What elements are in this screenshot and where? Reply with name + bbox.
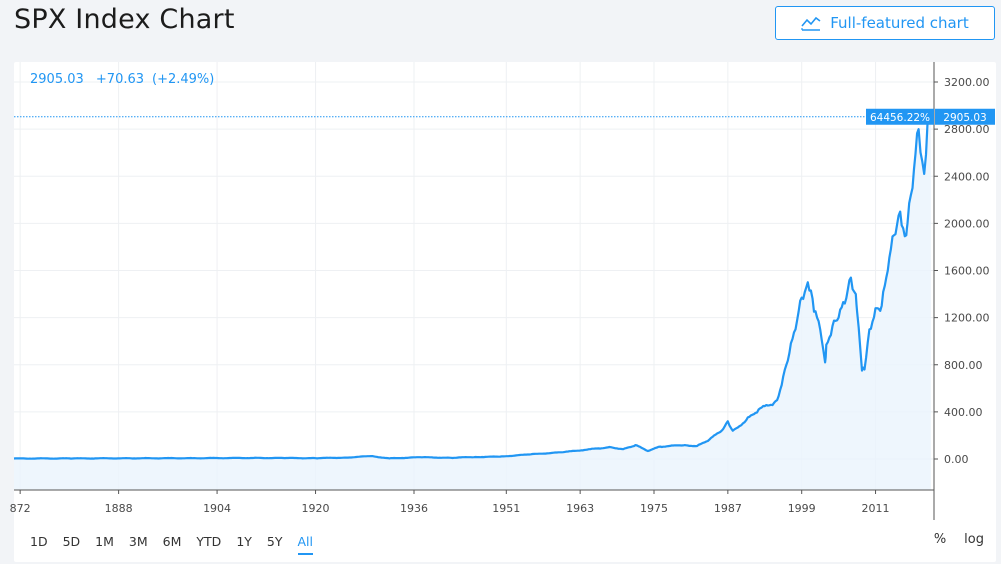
log-scale-toggle[interactable]: log (964, 532, 984, 547)
range-button-6m[interactable]: 6M (162, 533, 182, 549)
full-featured-chart-label: Full-featured chart (830, 14, 969, 32)
x-tick-label: 1963 (566, 502, 594, 515)
quote-price: 2905.03 (30, 72, 84, 87)
price-area (14, 113, 931, 491)
range-button-ytd[interactable]: YTD (196, 533, 222, 549)
x-tick-label: 1920 (302, 502, 330, 515)
y-tick-label: 0.00 (944, 453, 969, 466)
x-tick-label: 1999 (788, 502, 816, 515)
full-featured-chart-button[interactable]: Full-featured chart (775, 6, 995, 40)
last-price-box (935, 108, 995, 125)
y-tick-label: 2400.00 (944, 170, 990, 183)
range-button-1m[interactable]: 1M (95, 533, 114, 549)
last-price-label: 2905.03 (943, 112, 986, 124)
x-tick-label: 1951 (492, 502, 520, 515)
x-tick-label: 872 (10, 502, 31, 515)
price-line (13, 112, 932, 460)
range-button-5d[interactable]: 5D (62, 533, 81, 549)
x-tick-label: 1936 (400, 502, 428, 515)
x-tick-label: 2011 (862, 502, 890, 515)
y-tick-label: 1600.00 (944, 265, 990, 278)
y-tick-label: 1200.00 (944, 312, 990, 325)
range-toolbar: 1D 5D 1M 3M 6M YTD 1Y 5Y All % log (14, 524, 996, 560)
quote-change-pct: (+2.49%) (152, 72, 215, 87)
y-tick-label: 400.00 (944, 406, 983, 419)
x-tick-label: 1975 (640, 502, 668, 515)
y-tick-label: 2000.00 (944, 217, 990, 230)
page-title: SPX Index Chart (14, 4, 235, 35)
range-button-1d[interactable]: 1D (30, 533, 48, 549)
range-button-1y[interactable]: 1Y (236, 533, 252, 549)
x-tick-label: 1888 (105, 502, 133, 515)
y-tick-label: 800.00 (944, 359, 983, 372)
range-button-5y[interactable]: 5Y (266, 533, 283, 549)
x-tick-label: 1904 (203, 502, 231, 515)
y-tick-label: 2800.00 (944, 123, 990, 136)
range-button-3m[interactable]: 3M (128, 533, 148, 549)
chart-line-icon (801, 15, 821, 31)
price-quote: 2905.03 +70.63 (+2.49%) (30, 72, 222, 87)
percent-scale-toggle[interactable]: % (933, 532, 947, 547)
range-button-all[interactable]: All (297, 530, 313, 555)
quote-change: +70.63 (95, 72, 145, 87)
pct-label-box (866, 108, 934, 125)
pct-label: 64456.22% (870, 112, 930, 124)
x-tick-label: 1987 (714, 502, 742, 515)
y-tick-label: 3200.00 (944, 76, 990, 89)
